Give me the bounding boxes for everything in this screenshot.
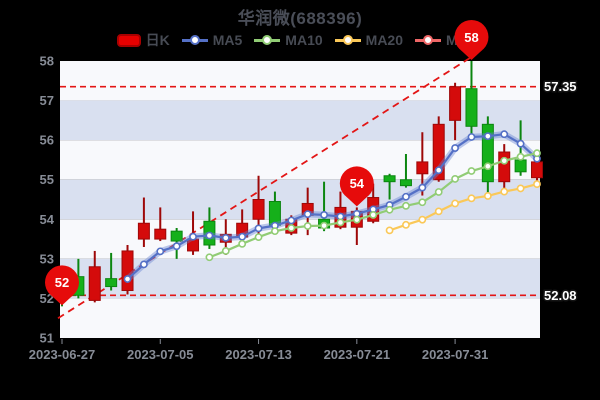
ma5-line (126, 133, 538, 280)
candlestick[interactable] (498, 144, 511, 192)
candlestick[interactable] (350, 207, 363, 246)
ma20-line (389, 183, 538, 232)
candlestick[interactable] (236, 209, 249, 240)
candlestick[interactable] (530, 155, 543, 182)
ma5-point (500, 130, 509, 139)
candlestick-legend-icon (116, 33, 141, 47)
x-axis-label: 2023-07-31 (422, 347, 489, 362)
trend-line (57, 56, 472, 319)
y-axis-label: 51 (40, 331, 54, 346)
ma10-point (402, 201, 410, 210)
ma10-point (533, 149, 541, 158)
candlestick[interactable] (514, 120, 527, 176)
candlestick[interactable] (252, 175, 265, 238)
ma5-legend-icon (181, 35, 208, 45)
y-axis-label: 57 (40, 93, 54, 108)
ma20-legend-icon (334, 35, 361, 45)
candlestick[interactable] (72, 258, 85, 299)
candlestick[interactable] (465, 61, 478, 139)
candlestick[interactable] (203, 207, 216, 249)
candlestick[interactable] (88, 250, 101, 303)
candlestick[interactable] (481, 116, 494, 200)
ma5-point (139, 260, 148, 269)
ma10-point (205, 253, 214, 262)
ma10-point (434, 188, 443, 196)
candlestick[interactable] (219, 219, 232, 255)
ma30-legend-icon (415, 35, 442, 45)
legend-label: MA30 (446, 32, 484, 48)
legend-item-ma20[interactable]: MA20 (334, 32, 404, 48)
candlestick[interactable] (170, 227, 183, 259)
x-axis-label: 2023-07-05 (127, 347, 194, 362)
ma10-point (385, 205, 394, 214)
ma20-point (434, 207, 443, 216)
candlestick[interactable] (318, 181, 331, 232)
legend-item-ma10[interactable]: MA10 (254, 32, 323, 48)
candlestick[interactable] (432, 116, 445, 182)
candlestick[interactable] (367, 183, 380, 224)
candlestick[interactable] (449, 82, 462, 141)
candlestick[interactable] (121, 245, 134, 295)
chart-legend: 日K MA5 MA10 MA20 MA30 (0, 30, 600, 50)
ma5-point (385, 201, 394, 209)
y-axis-label: 53 (40, 251, 54, 266)
x-axis-label: 2023-06-27 (29, 347, 96, 362)
candlestick[interactable] (334, 191, 347, 230)
ma20-point (467, 194, 476, 203)
legend-label: 日K (145, 32, 170, 48)
legend-item-ma5[interactable]: MA5 (181, 32, 243, 48)
plot-band (60, 179, 540, 220)
ma5-point (451, 144, 459, 152)
ma20-point (385, 226, 394, 235)
y-axis-label: 55 (40, 172, 54, 187)
ma10-point (451, 175, 459, 183)
reference-line-label: 52.08 (544, 288, 577, 303)
ma10-point (238, 239, 247, 248)
ma10-point (467, 167, 476, 175)
ma10-point (418, 198, 427, 207)
x-axis-label: 2023-07-21 (324, 347, 391, 362)
plot-band (60, 140, 540, 180)
legend-item-ma30[interactable]: MA30 (415, 32, 483, 48)
y-axis-label: 58 (40, 54, 54, 69)
y-axis-label: 52 (40, 291, 54, 306)
ma5-point (402, 192, 410, 201)
candlestick[interactable] (301, 187, 314, 236)
legend-item-daily-k[interactable]: 日K (116, 30, 170, 50)
ma20-point (418, 215, 427, 224)
ma10-point (271, 227, 279, 236)
candlestick[interactable] (56, 274, 68, 307)
reference-line-label: 57.35 (544, 79, 577, 94)
candlestick[interactable] (268, 191, 281, 228)
legend-label: MA20 (365, 32, 404, 48)
svg-text:54: 54 (350, 176, 365, 191)
candlestick[interactable] (154, 207, 167, 242)
ma5-point (156, 247, 165, 256)
ma10-legend-icon (254, 35, 281, 45)
ma20-point (402, 220, 410, 229)
ma20-point (533, 180, 541, 188)
plot-band (60, 298, 540, 338)
chart-title: 华润微(688396) (237, 9, 363, 28)
ma20-point (516, 184, 525, 193)
legend-label: MA10 (285, 32, 323, 48)
candlestick[interactable] (285, 215, 298, 236)
ma20-point (451, 199, 459, 208)
y-axis-label: 56 (40, 133, 54, 148)
candlestick[interactable] (399, 153, 412, 188)
legend-label: MA5 (212, 32, 243, 48)
candlestick[interactable] (416, 132, 429, 196)
candlestick[interactable] (137, 197, 150, 247)
candlestick[interactable] (383, 173, 396, 200)
x-axis-label: 2023-07-13 (225, 347, 292, 362)
candlestick[interactable] (105, 252, 118, 291)
y-axis-label: 54 (40, 212, 55, 227)
ma-line-halo (125, 130, 540, 282)
candlestick[interactable] (187, 211, 200, 255)
